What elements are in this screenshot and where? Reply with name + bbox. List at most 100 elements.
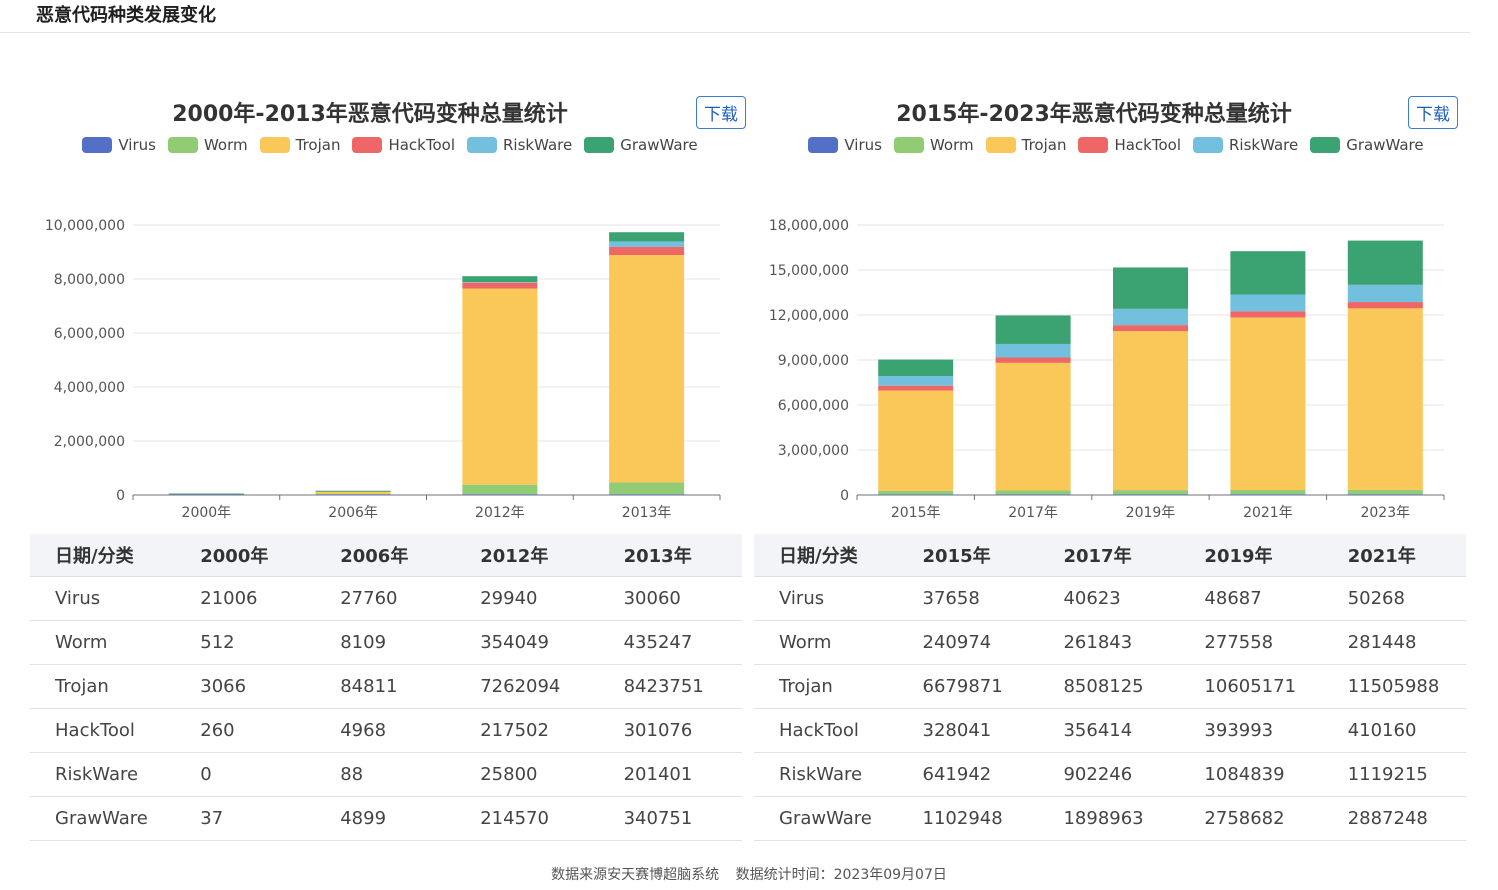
table-row: HackTool 260 4968 217502 301076 — [30, 708, 742, 753]
right-bar-grawware-0 — [878, 359, 954, 377]
table-header-cell: 2015年 — [897, 534, 1039, 577]
left-bar-grawware-0 — [168, 493, 244, 495]
table-cell: 512 — [175, 620, 316, 665]
left-legend-item-worm[interactable]: Worm — [167, 136, 248, 154]
right-bar-worm-3 — [1230, 490, 1306, 495]
footer-time: 数据统计时间：2023年09月07日 — [735, 867, 947, 883]
table-cell: Virus — [30, 576, 176, 621]
right-bar-riskware-3 — [1230, 294, 1306, 312]
right-x-tick-label: 2017年 — [1008, 505, 1058, 521]
table-header-row: 日期/分类 2015年 2017年 2019年 2021年 — [754, 534, 1466, 577]
table-cell: 11505988 — [1322, 664, 1466, 709]
legend-swatch — [352, 137, 383, 153]
right-legend-item-hacktool[interactable]: HackTool — [1078, 136, 1181, 154]
right-bar-virus-1 — [995, 494, 1071, 495]
legend-swatch — [1310, 137, 1341, 153]
left-chart-title: 2000年-2013年恶意代码变种总量统计 — [172, 102, 568, 127]
table-cell: Trojan — [754, 664, 898, 709]
right-bar-trojan-2 — [1113, 331, 1188, 491]
left-bar-virus-1 — [315, 494, 391, 495]
right-chart-title: 2015年-2023年恶意代码变种总量统计 — [896, 102, 1292, 127]
table-header-cell: 日期/分类 — [30, 534, 176, 577]
right-legend-item-riskware[interactable]: RiskWare — [1193, 136, 1298, 154]
right-legend-item-worm[interactable]: Worm — [893, 136, 974, 154]
left-x-tick-label: 2000年 — [182, 505, 232, 521]
legend-swatch — [167, 137, 198, 153]
right-stacked-bar-chart: 0 3,000,000 6,000,000 9,000,000 12,000,000 15… — [769, 218, 1445, 521]
table-cell: 356414 — [1038, 708, 1180, 753]
right-x-tick-label: 2021年 — [1243, 505, 1293, 521]
right-bar-hacktool-3 — [1230, 311, 1306, 318]
legend-label: Worm — [929, 136, 974, 154]
legend-swatch — [467, 137, 497, 153]
table-cell: 4968 — [315, 708, 456, 753]
table-row: Trojan 6679871 8508125 10605171 11505988 — [754, 664, 1466, 709]
right-bar-riskware-0 — [878, 376, 954, 386]
legend-label: GrawWare — [1346, 136, 1424, 154]
left-bar-hacktool-2 — [462, 282, 538, 289]
legend-swatch — [259, 137, 290, 153]
left-bar-riskware-2 — [462, 281, 538, 283]
left-y-tick-label: 2,000,000 — [54, 434, 125, 450]
right-bar-grawware-3 — [1230, 251, 1306, 295]
left-legend-item-virus[interactable]: Virus — [82, 136, 156, 154]
legend-label: Worm — [203, 136, 248, 154]
right-bar-worm-1 — [995, 490, 1071, 495]
table-cell: Worm — [30, 620, 176, 665]
left-legend-item-hacktool[interactable]: HackTool — [352, 136, 455, 154]
table-header-cell: 2013年 — [598, 534, 742, 577]
left-bar-trojan-3 — [609, 254, 685, 483]
table-header-cell: 2000年 — [175, 534, 316, 577]
table-cell: 27760 — [315, 576, 456, 621]
left-legend-item-grawware[interactable]: GrawWare — [584, 136, 698, 154]
table-cell: 7262094 — [455, 664, 599, 709]
right-legend-item-virus[interactable]: Virus — [808, 136, 882, 154]
table-cell: HackTool — [30, 708, 176, 753]
left-download-button[interactable]: 下载 — [696, 96, 746, 129]
left-legend-item-riskware[interactable]: RiskWare — [467, 136, 572, 154]
right-legend-item-grawware[interactable]: GrawWare — [1310, 136, 1424, 154]
table-cell: 88 — [315, 752, 456, 797]
left-y-tick-label: 0 — [116, 488, 125, 504]
table-cell: 21006 — [175, 576, 316, 621]
table-cell: 6679871 — [897, 664, 1039, 709]
table-row: RiskWare 0 88 25800 201401 — [30, 752, 742, 797]
right-bar-worm-0 — [878, 490, 954, 495]
table-cell: 1898963 — [1038, 796, 1180, 841]
legend-label: Trojan — [1021, 136, 1067, 154]
right-bar-hacktool-4 — [1347, 302, 1423, 309]
right-y-tick-label: 12,000,000 — [769, 308, 849, 324]
right-chart-panel: 2015年-2023年恶意代码变种总量统计 下载 Virus Worm Trojan… — [754, 40, 1494, 841]
left-x-tick-label: 2012年 — [475, 505, 525, 521]
table-cell: 37658 — [897, 576, 1039, 621]
table-header-cell: 2019年 — [1179, 534, 1323, 577]
legend-label: HackTool — [388, 136, 455, 154]
legend-swatch — [893, 137, 924, 153]
legend-label: GrawWare — [620, 136, 698, 154]
right-y-tick-label: 18,000,000 — [769, 218, 849, 234]
right-bar-hacktool-2 — [1113, 325, 1188, 332]
table-cell: 301076 — [598, 708, 742, 753]
table-cell: 201401 — [598, 752, 742, 797]
right-download-button[interactable]: 下载 — [1408, 96, 1458, 129]
right-bar-hacktool-1 — [995, 357, 1071, 363]
right-bar-grawware-1 — [995, 315, 1071, 344]
right-bar-riskware-4 — [1347, 284, 1423, 303]
legend-label: Virus — [118, 136, 156, 154]
table-cell: 50268 — [1322, 576, 1466, 621]
left-bar-virus-0 — [168, 494, 244, 495]
left-legend: Virus Worm Trojan HackTool RiskWare GrawWare — [40, 136, 740, 154]
table-cell: 435247 — [598, 620, 742, 665]
table-cell: 214570 — [455, 796, 599, 841]
left-bar-worm-3 — [609, 482, 685, 495]
table-cell: 240974 — [897, 620, 1039, 665]
table-cell: 40623 — [1038, 576, 1180, 621]
legend-label: Trojan — [295, 136, 341, 154]
right-legend-item-trojan[interactable]: Trojan — [985, 136, 1067, 154]
table-cell: 393993 — [1179, 708, 1323, 753]
right-bar-virus-3 — [1230, 494, 1306, 495]
left-legend-item-trojan[interactable]: Trojan — [259, 136, 341, 154]
table-cell: Virus — [754, 576, 898, 621]
table-cell: 340751 — [598, 796, 742, 841]
right-bar-virus-2 — [1113, 494, 1188, 495]
